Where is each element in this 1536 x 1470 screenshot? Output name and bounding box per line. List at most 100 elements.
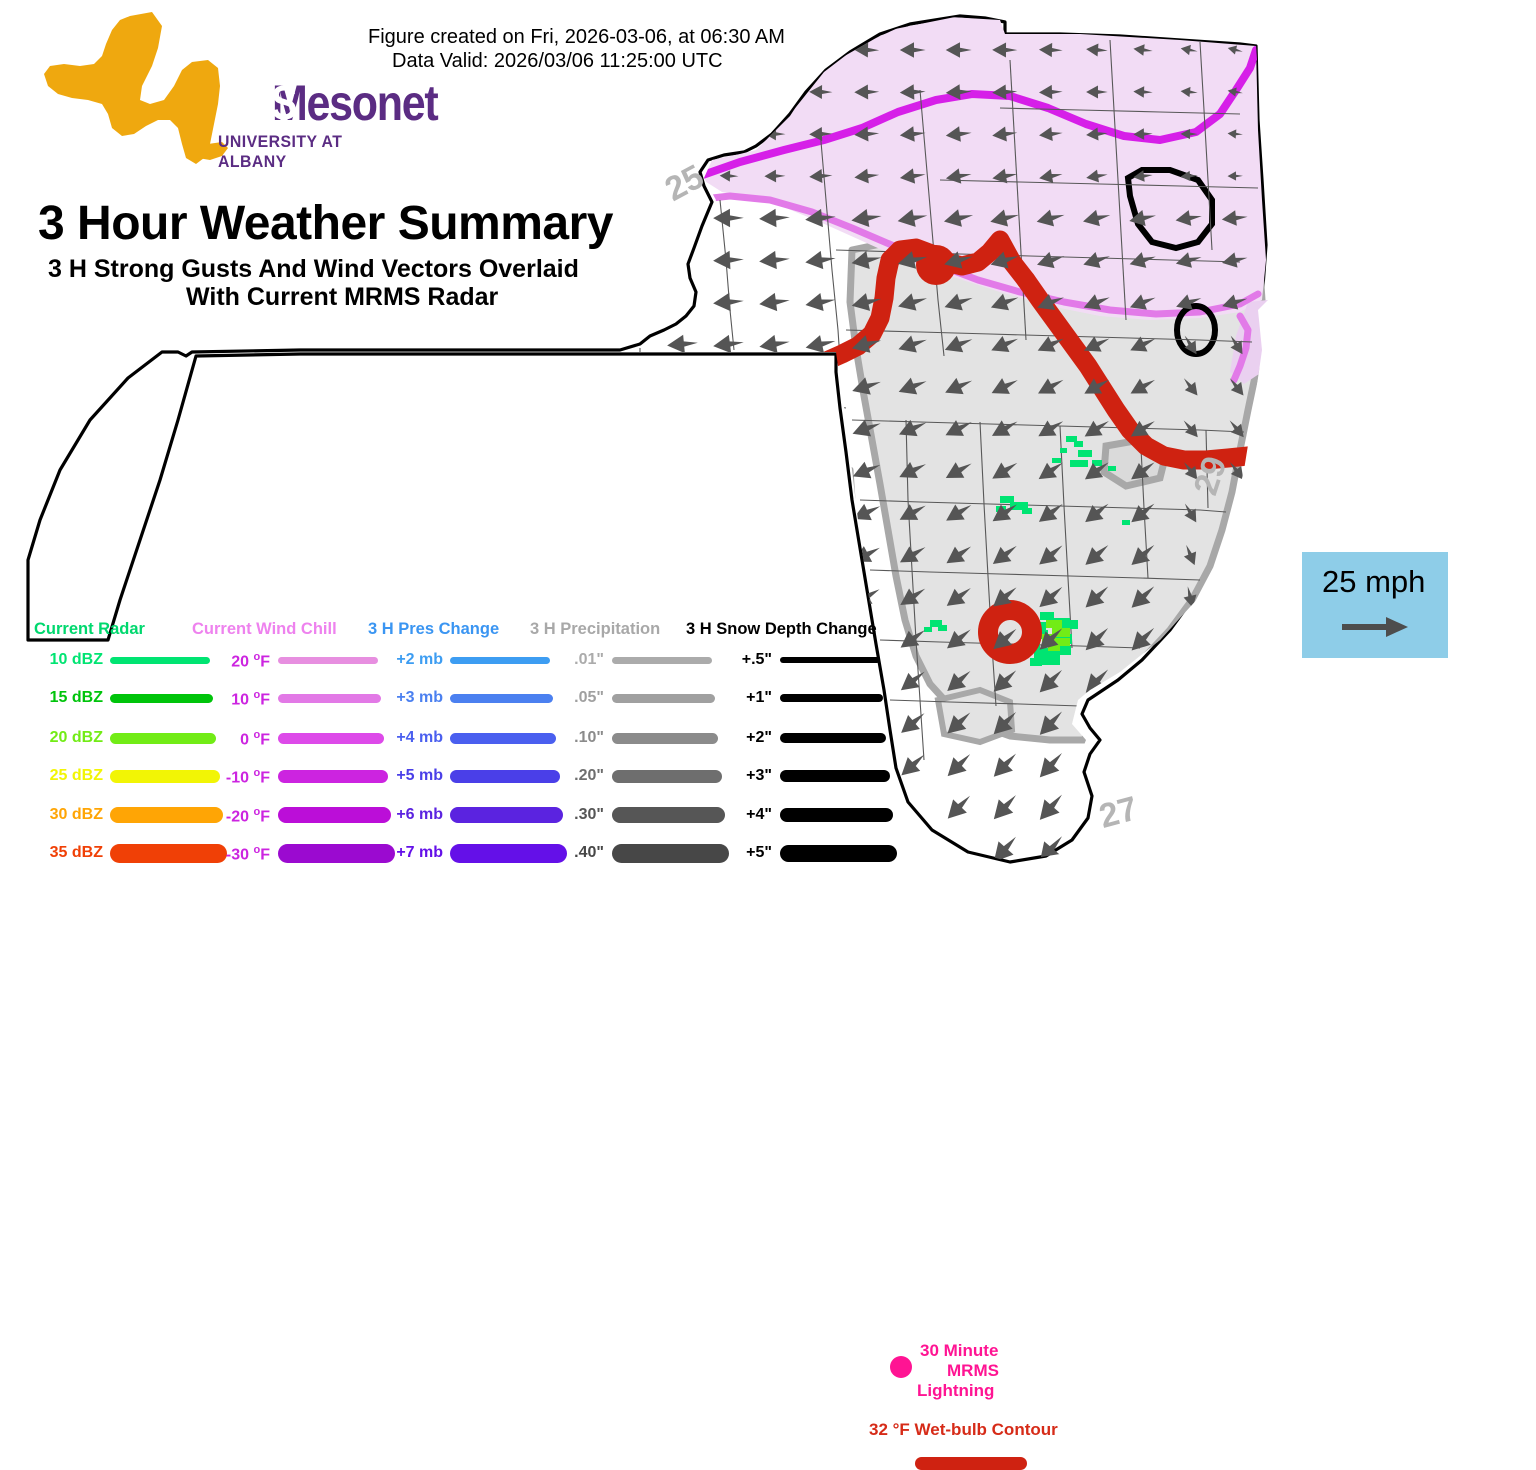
wind-arrow-icon <box>809 169 833 183</box>
wind-arrow-icon <box>1039 545 1063 565</box>
wind-arrow-icon <box>992 42 1018 58</box>
wind-arrow-icon <box>1227 129 1243 139</box>
legend-color-bar <box>780 733 886 743</box>
wind-arrow-icon <box>1176 294 1202 310</box>
wind-arrow-icon <box>1084 462 1109 480</box>
wind-arrow-icon <box>945 126 972 142</box>
figure-created-timestamp: Figure created on Fri, 2026-03-06, at 06… <box>368 26 785 48</box>
wind-arrow-icon <box>945 84 972 100</box>
legend-row-label: 0 oF <box>240 729 270 749</box>
wind-arrow-icon <box>805 208 836 228</box>
legend-color-bar <box>780 770 890 782</box>
wind-arrow-icon <box>945 420 972 436</box>
wind-arrow-icon <box>719 170 739 182</box>
legend-color-bar <box>450 807 563 823</box>
wind-arrow-icon <box>1036 209 1065 227</box>
wind-arrow-icon <box>1230 335 1243 355</box>
legend-color-bar <box>278 807 391 823</box>
wind-arrow-icon <box>1129 210 1156 226</box>
wind-arrow-icon <box>1086 43 1108 57</box>
wind-arrow-icon <box>1130 378 1155 394</box>
wind-arrow-icon <box>990 209 1019 227</box>
wind-arrow-icon <box>897 209 928 227</box>
wind-arrow-icon <box>993 836 1016 862</box>
wind-arrow-icon <box>943 209 974 227</box>
legend: Current Radar 10 dBZ 15 dBZ 20 dBZ 25 dBZ 30 … <box>0 612 1060 1470</box>
wind-arrow-icon <box>851 208 882 228</box>
legend-row-label: -30 oF <box>225 844 270 864</box>
wind-arrow-icon <box>899 504 926 520</box>
wind-arrow-icon <box>1037 336 1064 352</box>
legend-color-bar <box>110 693 213 703</box>
legend-row-label: +4 mb <box>396 729 443 746</box>
wind-arrow-icon <box>1131 503 1155 523</box>
legend-color-bar <box>450 732 556 744</box>
wetbulb-legend-bar <box>915 1457 1027 1470</box>
wind-arrow-icon <box>1131 462 1155 480</box>
wind-arrow-icon <box>764 169 786 183</box>
logo-subtitle: UNIVERSITY AT ALBANY <box>218 132 343 171</box>
wind-arrow-icon <box>947 629 971 649</box>
wind-arrow-icon <box>900 630 925 648</box>
wind-arrow-icon <box>852 461 881 479</box>
wetbulb-legend-label: 32 °F Wet-bulb Contour <box>869 1420 1058 1439</box>
wind-arrow-icon <box>853 503 881 521</box>
wind-arrow-icon <box>947 795 971 819</box>
legend-header-pressure-change: 3 H Pres Change <box>368 620 500 638</box>
wind-arrow-icon <box>945 462 972 478</box>
legend-row-label: -10 oF <box>225 767 270 787</box>
wind-arrow-icon <box>1085 586 1109 608</box>
wind-arrow-icon <box>993 628 1017 650</box>
wind-arrow-icon <box>992 462 1018 479</box>
new-york-state-map: 25 29 27 <box>26 14 1426 864</box>
wind-arrow-icon <box>1085 545 1109 565</box>
legend-header-current-wind-chill: Current Wind Chill <box>192 620 337 638</box>
wind-arrow-icon <box>851 293 882 311</box>
wind-arrow-icon <box>991 378 1018 394</box>
wind-arrow-icon <box>1321 838 1334 860</box>
legend-color-bar <box>612 769 722 783</box>
wind-arrow-icon <box>900 671 925 691</box>
wind-arrow-icon <box>805 250 836 270</box>
legend-row-label: +4" <box>746 806 772 823</box>
wind-arrow-icon <box>1183 420 1198 438</box>
wind-arrow-icon <box>1229 378 1244 396</box>
lightning-dot-icon <box>890 1356 912 1378</box>
wind-arrow-icon <box>852 377 881 395</box>
wind-arrow-icon <box>1413 838 1426 860</box>
wind-arrow-icon <box>713 208 744 228</box>
wind-arrow-icon <box>901 754 925 776</box>
wind-arrow-icon <box>1227 171 1243 181</box>
wind-arrow-icon <box>1039 126 1063 142</box>
wind-arrow-icon <box>899 84 926 100</box>
wind-arrow-icon <box>1133 44 1153 56</box>
wind-arrow-icon <box>993 711 1017 735</box>
wind-arrow-icon <box>898 293 927 311</box>
legend-row-label: .30" <box>574 806 604 823</box>
wind-arrow-icon <box>1183 378 1198 396</box>
legend-row-label: +2" <box>746 729 772 746</box>
wind-arrow-icon <box>1131 627 1155 651</box>
wind-arrow-icon <box>1038 503 1063 522</box>
snow-depth-contours <box>1124 167 1218 357</box>
wind-arrow-icon <box>993 670 1017 692</box>
wind-arrow-icon <box>899 126 926 142</box>
legend-color-bar <box>612 843 729 863</box>
legend-header-current-radar: Current Radar <box>34 620 145 638</box>
wind-arrow-icon <box>854 42 880 58</box>
wind-arrow-icon <box>947 754 971 777</box>
wind-arrow-icon <box>945 377 973 395</box>
wind-arrow-icon <box>1229 837 1243 861</box>
wind-arrow-icon <box>898 377 927 395</box>
legend-row-label: +5" <box>746 844 772 861</box>
wind-arrow-icon <box>1085 628 1109 651</box>
legend-row-label: +7 mb <box>396 844 443 861</box>
legend-color-bar <box>780 657 880 663</box>
wind-arrow-icon <box>1129 252 1156 268</box>
wind-arrow-icon <box>1184 335 1197 355</box>
wind-arrow-icon <box>990 251 1019 269</box>
legend-color-bar <box>780 844 897 862</box>
page-title: 3 Hour Weather Summary <box>38 197 613 250</box>
legend-color-bar <box>612 807 725 823</box>
wind-arrow-icon <box>809 85 833 99</box>
